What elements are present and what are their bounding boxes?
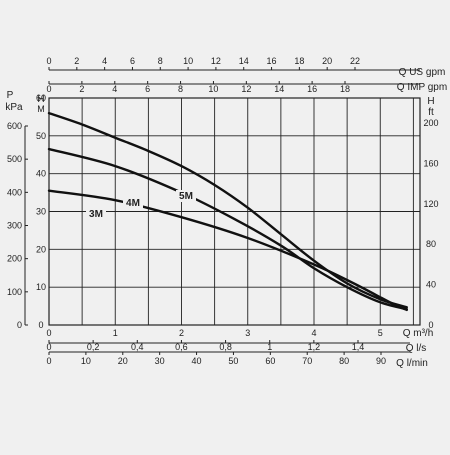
- m3h-axis-label: Q m³/h: [403, 328, 434, 339]
- kpa-tick-label: 100: [7, 287, 22, 297]
- curve-label-bg: [123, 197, 143, 209]
- head-m-tick-label: 40: [36, 169, 46, 179]
- head-ft-tick-label: 200: [423, 118, 438, 128]
- lmin-tick-label: 50: [228, 356, 238, 366]
- lmin-tick-label: 90: [376, 356, 386, 366]
- head-ft-axis-label-bottom: ft: [428, 107, 434, 118]
- kpa-tick-label: 0: [17, 320, 22, 330]
- lmin-tick-label: 10: [81, 356, 91, 366]
- lmin-tick-label: 80: [339, 356, 349, 366]
- imp-gpm-axis-label: Q IMP gpm: [397, 82, 447, 93]
- ls-tick-label: 1: [267, 342, 272, 352]
- ls-tick-label: 0,2: [87, 342, 100, 352]
- curve-label-5m: 5M: [179, 191, 193, 202]
- m3h-tick-label: 4: [311, 328, 316, 338]
- curve-4m: [47, 147, 408, 311]
- us-gpm-tick-label: 16: [267, 56, 277, 66]
- m3h-tick-label: 5: [378, 328, 383, 338]
- head-m-tick-label: 60: [36, 93, 46, 103]
- kpa-tick-label: 500: [7, 154, 22, 164]
- head-ft-tick-label: 40: [426, 280, 436, 290]
- curve-label-3m: 3M: [89, 209, 103, 220]
- head-m-tick-label: 0: [38, 320, 43, 330]
- ls-tick-label: 0: [46, 342, 51, 352]
- lmin-tick-label: 70: [302, 356, 312, 366]
- ls-axis-label: Q l/s: [406, 343, 427, 354]
- lmin-axis-label: Q l/min: [396, 358, 428, 369]
- ls-tick-label: 0,6: [175, 342, 188, 352]
- head-m-tick-label: 10: [36, 282, 46, 292]
- head-ft-tick-label: 160: [423, 158, 438, 168]
- head-ft-tick-label: 120: [423, 199, 438, 209]
- m3h-tick-label: 0: [46, 328, 51, 338]
- curve-label-4m: 4M: [126, 198, 140, 209]
- kpa-tick-label: 300: [7, 221, 22, 231]
- lmin-tick-label: 40: [192, 356, 202, 366]
- imp-gpm-tick-label: 2: [79, 84, 84, 94]
- imp-gpm-tick-label: 0: [46, 84, 51, 94]
- head-m-tick-label: 20: [36, 244, 46, 254]
- head-ft-tick-label: 0: [428, 320, 433, 330]
- imp-gpm-tick-label: 4: [112, 84, 117, 94]
- us-gpm-tick-label: 0: [46, 56, 51, 66]
- m3h-tick-label: 2: [179, 328, 184, 338]
- head-m-axis-label-top: H: [37, 94, 44, 105]
- kpa-tick-label: 400: [7, 187, 22, 197]
- ls-tick-label: 0,4: [131, 342, 144, 352]
- imp-gpm-tick-label: 8: [178, 84, 183, 94]
- lmin-tick-label: 20: [118, 356, 128, 366]
- curve-label-bg: [176, 190, 196, 202]
- imp-gpm-tick-label: 6: [145, 84, 150, 94]
- us-gpm-tick-label: 8: [158, 56, 163, 66]
- us-gpm-tick-label: 10: [183, 56, 193, 66]
- head-ft-axis-label-top: H: [427, 96, 434, 107]
- head-m-tick-label: 30: [36, 207, 46, 217]
- imp-gpm-tick-label: 12: [241, 84, 251, 94]
- imp-gpm-tick-label: 16: [307, 84, 317, 94]
- head-ft-tick-label: 80: [426, 239, 436, 249]
- lmin-tick-label: 60: [265, 356, 275, 366]
- us-gpm-axis-label: Q US gpm: [399, 67, 446, 78]
- us-gpm-tick-label: 4: [102, 56, 107, 66]
- us-gpm-tick-label: 14: [239, 56, 249, 66]
- kpa-axis-label-top: P: [7, 90, 14, 101]
- kpa-tick-label: 200: [7, 254, 22, 264]
- curve-label-bg: [86, 208, 106, 220]
- curve-5m: [47, 111, 408, 309]
- m3h-tick-label: 3: [245, 328, 250, 338]
- imp-gpm-tick-label: 14: [274, 84, 284, 94]
- us-gpm-tick-label: 12: [211, 56, 221, 66]
- head-m-axis-label-bottom: M: [37, 104, 45, 114]
- us-gpm-tick-label: 2: [74, 56, 79, 66]
- m3h-tick-label: 1: [113, 328, 118, 338]
- us-gpm-tick-label: 20: [322, 56, 332, 66]
- lmin-tick-label: 0: [46, 356, 51, 366]
- kpa-tick-label: 600: [7, 121, 22, 131]
- imp-gpm-tick-label: 10: [208, 84, 218, 94]
- lmin-tick-label: 30: [155, 356, 165, 366]
- us-gpm-tick-label: 18: [294, 56, 304, 66]
- kpa-axis-label-bottom: kPa: [5, 102, 23, 113]
- imp-gpm-tick-label: 18: [340, 84, 350, 94]
- us-gpm-tick-label: 6: [130, 56, 135, 66]
- ls-tick-label: 1,4: [352, 342, 365, 352]
- us-gpm-tick-label: 22: [350, 56, 360, 66]
- ls-tick-label: 1,2: [308, 342, 321, 352]
- head-m-tick-label: 50: [36, 131, 46, 141]
- ls-tick-label: 0,8: [219, 342, 232, 352]
